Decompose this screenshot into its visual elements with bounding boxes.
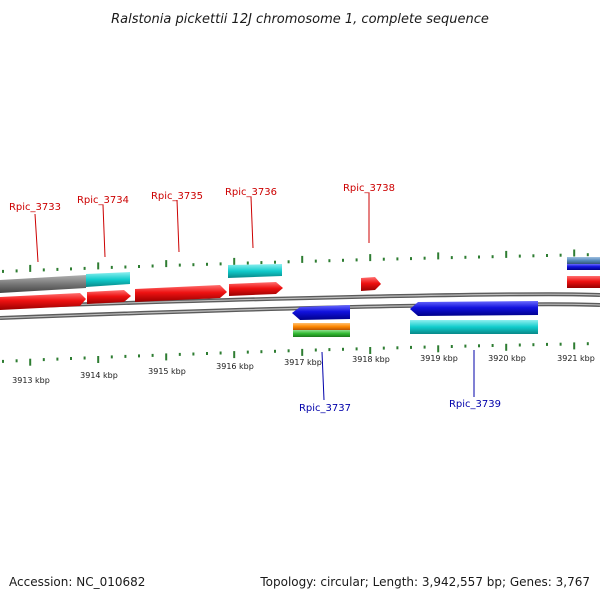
- gene-rpic-3735[interactable]: [135, 285, 227, 302]
- scale-label-3918: 3918 kbp: [352, 355, 390, 364]
- scale-label-3917: 3917 kbp: [284, 358, 322, 367]
- map-title: Ralstonia pickettii 12J chromosome 1, co…: [111, 12, 489, 27]
- scale-label-3913: 3913 kbp: [12, 376, 50, 385]
- gene-labels: Rpic_3733 Rpic_3734 Rpic_3735 Rpic_3736 …: [9, 183, 501, 414]
- backbone: [0, 292, 600, 320]
- gene-rpic-3737[interactable]: [292, 305, 350, 320]
- gene-rpic-3736[interactable]: [229, 282, 283, 296]
- scale-labels: 3913 kbp 3914 kbp 3915 kbp 3916 kbp 3917…: [12, 354, 595, 385]
- gene-label-rpic-3739[interactable]: Rpic_3739: [449, 399, 501, 410]
- tick-row-lower: [2, 342, 589, 366]
- gene-rpic-3739[interactable]: [410, 301, 538, 316]
- scale-label-3921: 3921 kbp: [557, 354, 595, 363]
- scale-label-3914: 3914 kbp: [80, 371, 118, 380]
- gene-label-rpic-3735[interactable]: Rpic_3735: [151, 191, 203, 202]
- scale-label-3915: 3915 kbp: [148, 367, 186, 376]
- scale-label-3920: 3920 kbp: [488, 354, 526, 363]
- gene-label-rpic-3738[interactable]: Rpic_3738: [343, 183, 395, 194]
- summary-text: Topology: circular; Length: 3,942,557 bp…: [259, 575, 590, 589]
- feature-cyan-band[interactable]: [86, 272, 130, 287]
- feature-gray-band[interactable]: [0, 275, 86, 293]
- feature-cyan-band-lower[interactable]: [410, 320, 538, 334]
- scale-label-3916: 3916 kbp: [216, 362, 254, 371]
- accession-text: Accession: NC_010682: [9, 575, 145, 589]
- reverse-features: [292, 301, 538, 337]
- feature-cyan-band[interactable]: [228, 264, 282, 278]
- scale-label-3919: 3919 kbp: [420, 354, 458, 363]
- gene-red-right-edge[interactable]: [567, 276, 600, 288]
- feature-blue-band[interactable]: [567, 264, 600, 270]
- gene-label-rpic-3737[interactable]: Rpic_3737: [299, 403, 351, 414]
- feature-green-band[interactable]: [293, 330, 350, 337]
- gene-rpic-3733[interactable]: [0, 293, 86, 310]
- gene-rpic-3738[interactable]: [361, 277, 381, 291]
- gene-label-rpic-3734[interactable]: Rpic_3734: [77, 195, 129, 206]
- gene-label-rpic-3733[interactable]: Rpic_3733: [9, 202, 61, 213]
- forward-features: [0, 257, 600, 310]
- feature-orange-band[interactable]: [293, 323, 350, 330]
- gene-label-rpic-3736[interactable]: Rpic_3736: [225, 187, 277, 198]
- tick-row-upper: [2, 249, 589, 273]
- feature-steel-band[interactable]: [567, 257, 600, 264]
- gene-rpic-3734[interactable]: [87, 290, 131, 304]
